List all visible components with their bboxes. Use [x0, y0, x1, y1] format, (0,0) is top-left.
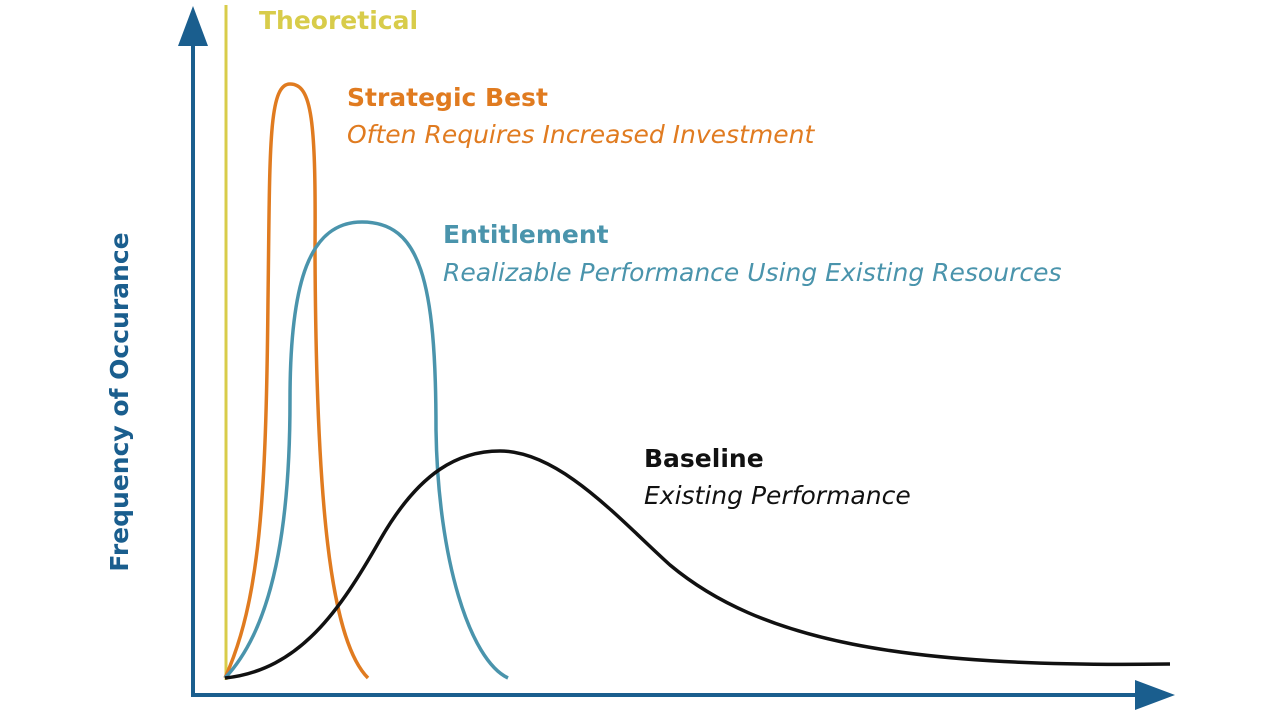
- baseline-subtitle: Existing Performance: [644, 481, 911, 510]
- theoretical-title: Theoretical: [259, 6, 418, 35]
- strategic-best-subtitle: Often Requires Increased Investment: [347, 120, 815, 149]
- strategic-best-title: Strategic Best: [347, 83, 548, 112]
- y-axis-label: Frequency of Occurance: [105, 232, 134, 571]
- y-axis-arrow: [178, 6, 208, 46]
- strategic-best-curve: [223, 82, 370, 680]
- baseline-title: Baseline: [644, 444, 764, 473]
- entitlement-subtitle: Realizable Performance Using Existing Re…: [443, 258, 1062, 287]
- entitlement-title: Entitlement: [443, 220, 609, 249]
- x-axis-arrow: [1135, 680, 1175, 710]
- entitlement-curve: [223, 220, 509, 680]
- baseline-curve: [224, 449, 1171, 680]
